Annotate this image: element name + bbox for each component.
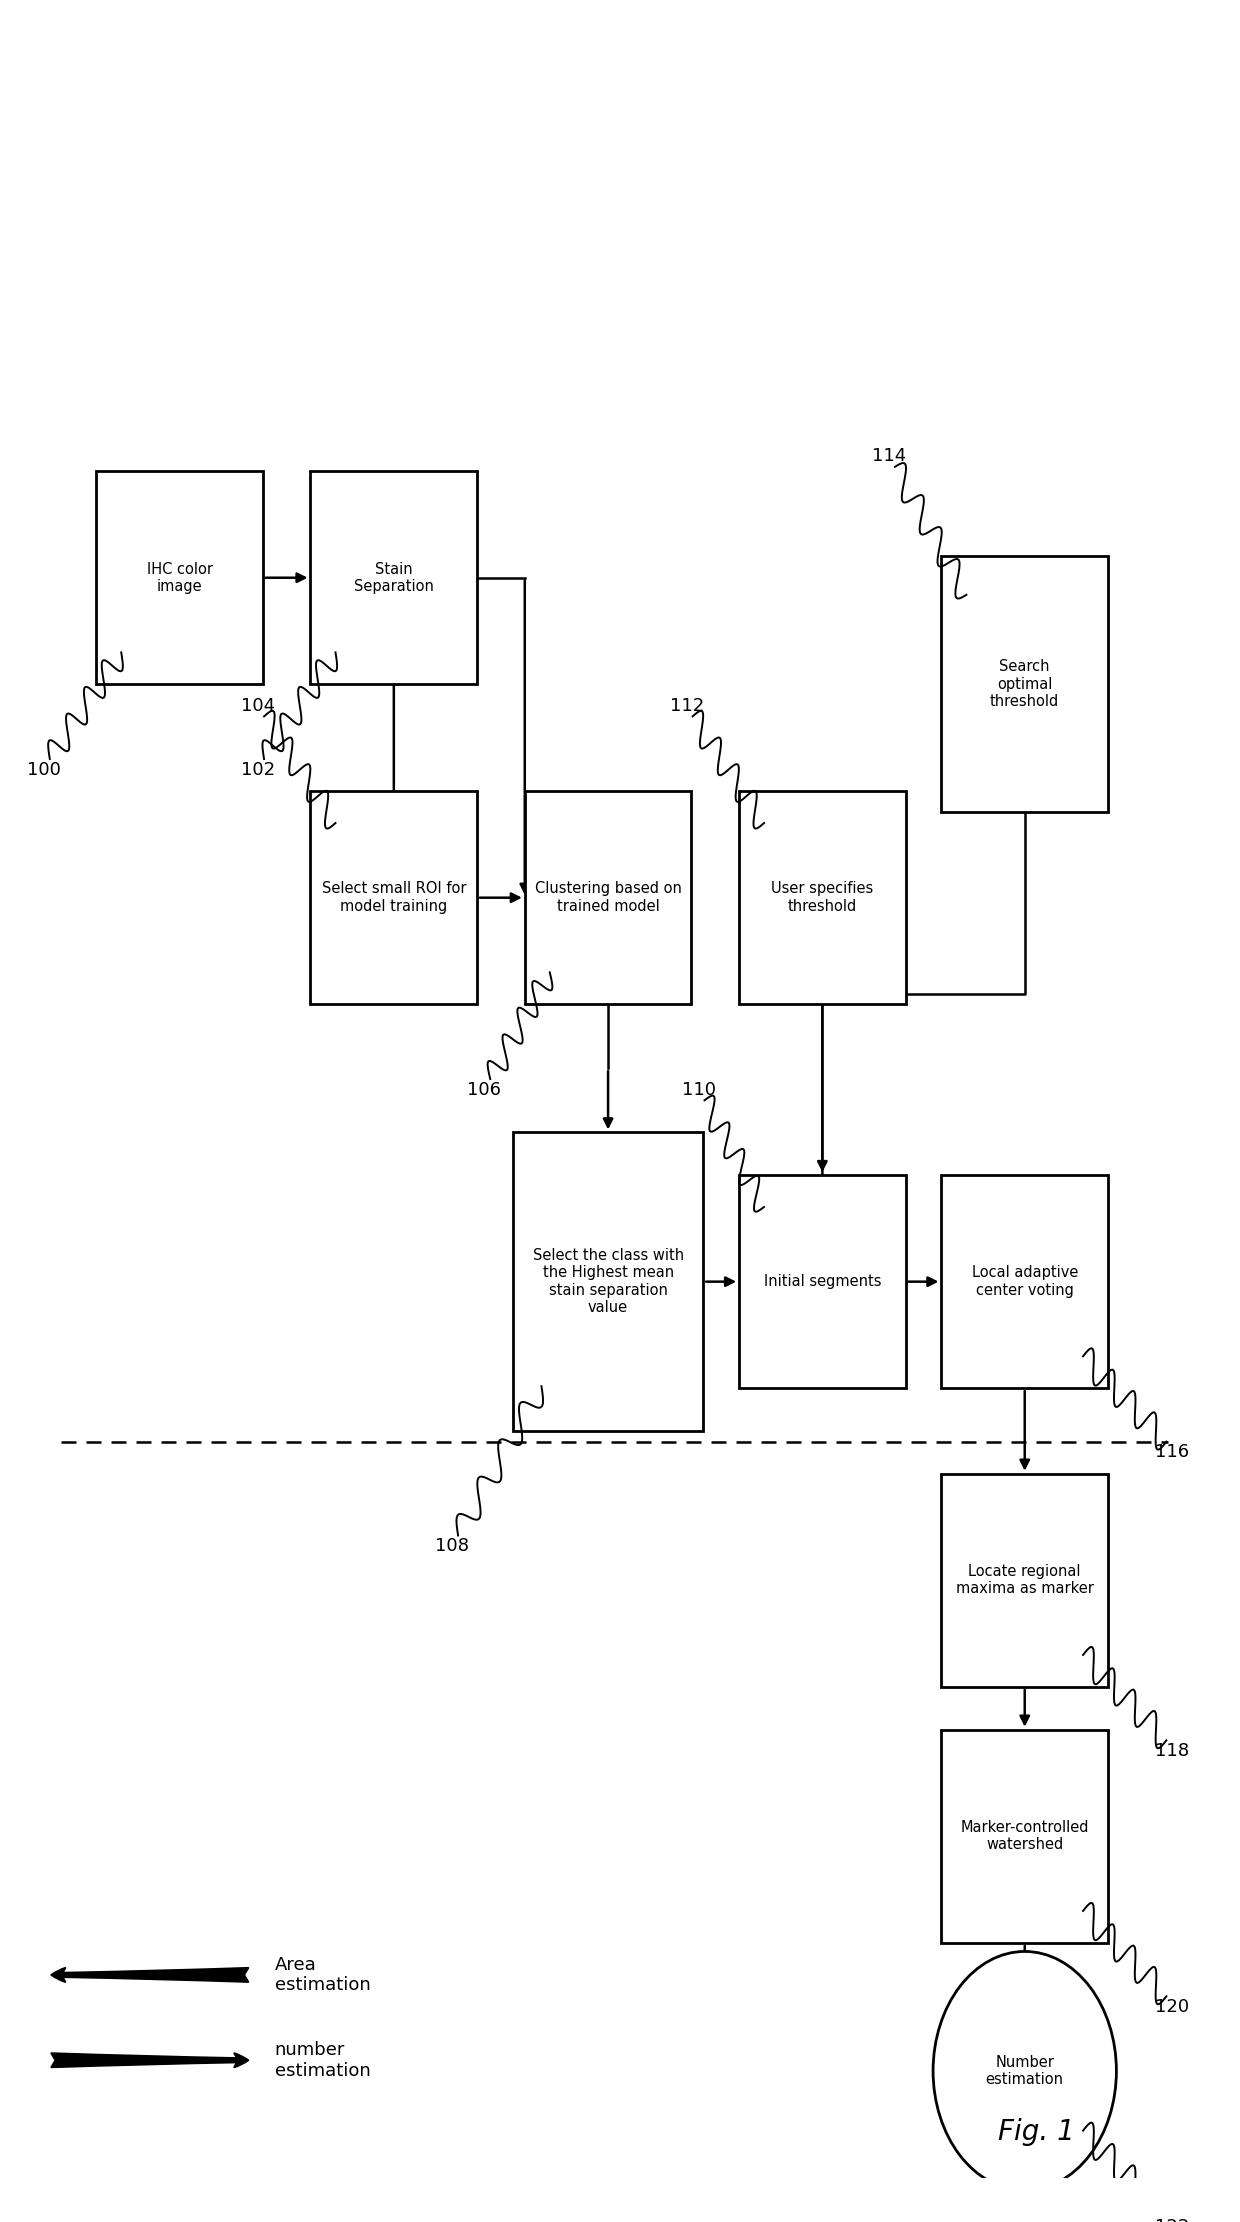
Bar [941,556,1109,813]
Text: 112: 112 [670,698,704,715]
Text: Stain
Separation: Stain Separation [353,562,434,593]
Text: Locate regional
maxima as marker: Locate regional maxima as marker [956,1564,1094,1595]
Bar [941,1175,1109,1389]
Text: 104: 104 [241,698,275,715]
Text: 114: 114 [872,447,906,464]
Bar [310,471,477,684]
Text: Clustering based on
trained model: Clustering based on trained model [534,882,682,913]
Text: IHC color
image: IHC color image [146,562,212,593]
Bar [310,791,477,1004]
Text: Search
optimal
threshold: Search optimal threshold [990,660,1059,709]
Text: 110: 110 [682,1080,715,1098]
Text: 100: 100 [27,760,61,778]
Text: 120: 120 [1156,1998,1189,2015]
Bar [739,1175,905,1389]
Text: number
estimation: number estimation [275,2040,371,2080]
Bar [739,791,905,1004]
Bar [525,791,692,1004]
Bar [941,1473,1109,1686]
Text: 102: 102 [241,760,275,778]
Text: Local adaptive
center voting: Local adaptive center voting [972,1267,1078,1298]
Text: 116: 116 [1156,1444,1189,1462]
Text: Select small ROI for
model training: Select small ROI for model training [321,882,466,913]
Text: 108: 108 [435,1538,469,1555]
Text: Area
estimation: Area estimation [275,1955,371,1995]
Bar [97,471,263,684]
Text: Marker-controlled
watershed: Marker-controlled watershed [961,1820,1089,1853]
Text: Select the class with
the Highest mean
stain separation
value: Select the class with the Highest mean s… [532,1249,683,1315]
Bar [941,1729,1109,1942]
Text: User specifies
threshold: User specifies threshold [771,882,873,913]
Text: 122: 122 [1156,2218,1189,2222]
Text: Initial segments: Initial segments [764,1273,882,1289]
Text: 118: 118 [1156,1742,1189,1760]
Text: 106: 106 [467,1080,501,1098]
Ellipse shape [932,1951,1116,2191]
Bar [513,1133,703,1431]
Text: Fig. 1: Fig. 1 [998,2118,1075,2146]
Text: Number
estimation: Number estimation [986,2055,1064,2086]
